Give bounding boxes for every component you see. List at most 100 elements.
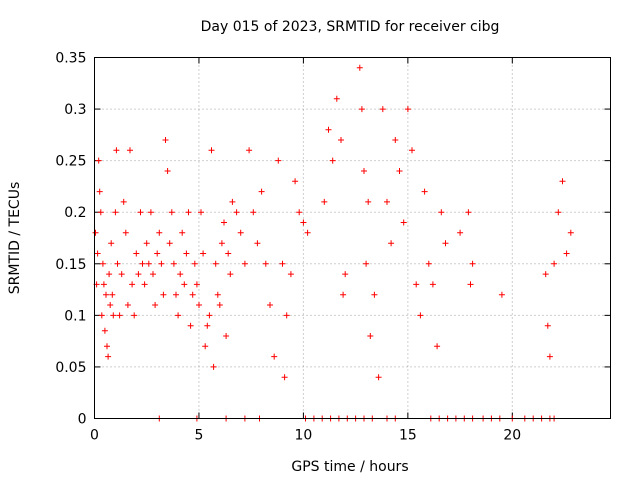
data-point <box>198 209 204 216</box>
data-point <box>356 64 363 71</box>
data-point <box>145 260 152 267</box>
data-point <box>542 271 549 278</box>
data-point <box>122 229 129 236</box>
data-points <box>92 64 574 422</box>
data-point <box>498 291 505 298</box>
data-point <box>112 209 119 216</box>
data-point <box>114 260 121 267</box>
data-point <box>300 219 307 226</box>
y-tick-label: 0.2 <box>64 205 86 221</box>
data-point <box>281 374 288 381</box>
data-point <box>409 147 415 154</box>
data-point <box>465 209 472 216</box>
y-tick-label: 0.3 <box>64 102 86 118</box>
data-point <box>233 209 240 216</box>
data-point <box>438 209 445 216</box>
data-point <box>106 271 113 278</box>
data-point <box>166 240 173 247</box>
data-point <box>95 157 102 164</box>
data-point <box>98 312 105 319</box>
data-point <box>237 229 244 236</box>
data-point <box>223 333 230 339</box>
data-point <box>124 302 131 308</box>
y-axis-label: SRMTID / TECUs <box>7 182 23 295</box>
data-point <box>127 147 133 154</box>
data-point <box>250 209 257 216</box>
data-point <box>189 291 196 298</box>
data-point <box>417 312 424 319</box>
data-point <box>567 229 574 236</box>
data-point <box>442 240 449 247</box>
data-point <box>283 312 290 319</box>
data-point <box>173 291 179 298</box>
data-point <box>457 229 464 236</box>
data-point <box>92 229 99 236</box>
data-point <box>208 147 215 154</box>
data-point <box>358 106 365 113</box>
data-point <box>400 219 407 226</box>
data-point <box>147 209 154 216</box>
data-point <box>135 271 142 278</box>
data-point <box>375 374 382 381</box>
data-point <box>214 291 221 298</box>
x-tick-label: 15 <box>399 428 417 444</box>
data-point <box>164 168 171 174</box>
data-point <box>96 188 103 195</box>
data-point <box>225 250 232 257</box>
y-tick-label: 0.35 <box>55 51 86 67</box>
data-point <box>108 240 115 247</box>
data-point <box>110 312 117 319</box>
data-point <box>384 198 390 205</box>
data-point <box>118 271 125 278</box>
data-point <box>143 240 150 247</box>
data-point <box>333 95 340 102</box>
data-point <box>279 260 286 267</box>
data-point <box>116 312 123 319</box>
data-point <box>221 219 227 226</box>
x-tick-label: 5 <box>194 428 203 444</box>
data-point <box>429 281 436 288</box>
chart-title: Day 015 of 2023, SRMTID for receiver cib… <box>201 19 500 35</box>
data-point <box>200 250 207 257</box>
data-point <box>160 291 167 298</box>
data-point <box>544 322 551 329</box>
data-point <box>193 281 200 288</box>
data-point <box>325 126 332 133</box>
data-point <box>329 157 336 164</box>
data-point <box>133 250 140 257</box>
axis-ticks: 0 0.05 0.1 0.15 0.2 0.25 0.3 0.35 0 5 10 15 20 <box>55 51 611 444</box>
data-point <box>105 353 112 360</box>
data-point <box>413 281 420 288</box>
data-point <box>104 343 110 350</box>
data-point <box>97 209 104 216</box>
data-point <box>342 271 349 278</box>
data-point <box>181 281 188 288</box>
data-point <box>396 168 403 174</box>
data-point <box>168 209 175 216</box>
data-point <box>563 250 570 257</box>
data-point <box>379 106 386 113</box>
data-point <box>469 260 476 267</box>
x-axis-label: GPS time / hours <box>291 459 408 475</box>
data-point <box>158 260 165 267</box>
y-tick-label: 0.05 <box>55 360 86 376</box>
data-point <box>99 260 106 267</box>
data-point <box>154 250 161 257</box>
data-point <box>287 271 294 278</box>
data-point <box>227 271 234 278</box>
data-point <box>131 312 138 319</box>
data-point <box>206 312 213 319</box>
data-point <box>555 209 562 216</box>
data-point <box>109 291 116 298</box>
data-point <box>170 260 177 267</box>
data-point <box>467 281 474 288</box>
data-point <box>120 198 127 205</box>
data-point <box>94 250 101 257</box>
data-point <box>218 240 225 247</box>
data-point <box>202 343 209 350</box>
x-tick-label: 0 <box>90 428 99 444</box>
data-point <box>365 198 372 205</box>
data-point <box>371 291 378 298</box>
y-tick-label: 0.1 <box>64 308 86 324</box>
